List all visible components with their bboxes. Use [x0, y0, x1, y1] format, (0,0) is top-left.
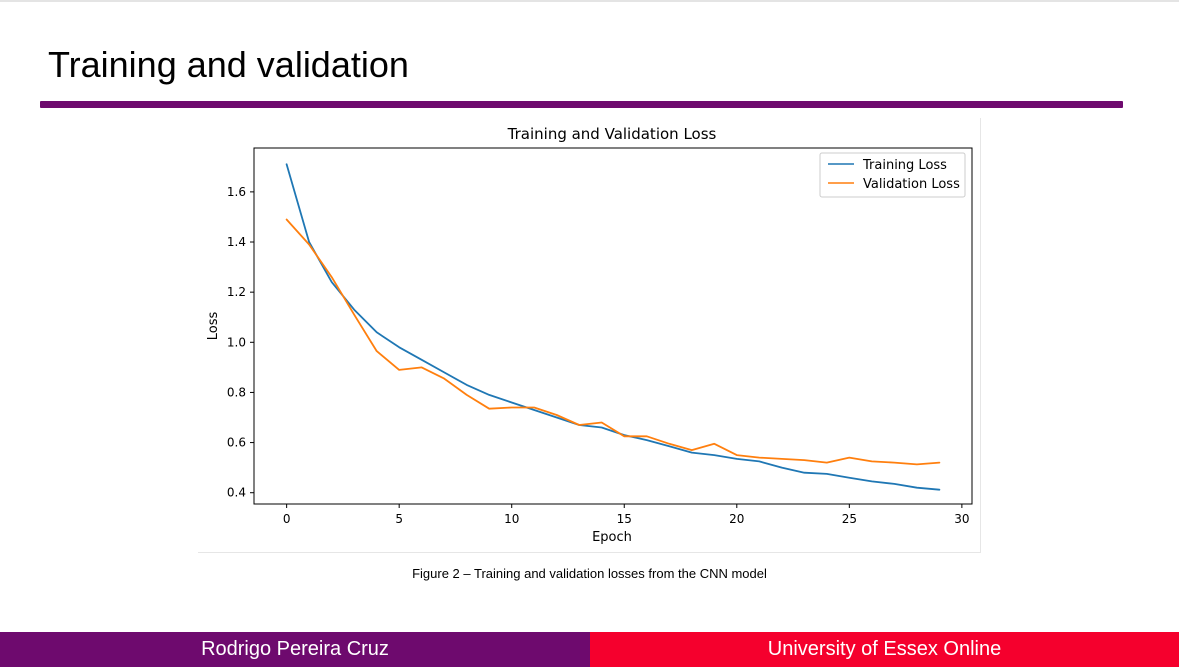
top-divider: [0, 0, 1179, 2]
y-tick-label: 0.6: [227, 436, 246, 450]
y-tick-label: 1.0: [227, 335, 246, 349]
x-tick-label: 10: [504, 512, 519, 526]
training-loss-line: [285, 163, 941, 491]
y-tick-label: 1.4: [227, 235, 246, 249]
footer-author: Rodrigo Pereira Cruz: [0, 632, 590, 667]
y-tick-label: 1.2: [227, 285, 246, 299]
x-tick-label: 0: [283, 512, 291, 526]
axes-layer: 0 5 10 15 20 25 30 0.4 0.6 0.8 1.0 1.2 1.4 1.6: [227, 147, 973, 526]
x-axis-label: Epoch: [592, 530, 632, 545]
y-tick-label: 0.4: [227, 486, 246, 500]
legend-box: [819, 152, 966, 198]
figure-caption: Figure 2 – Training and validation losse…: [412, 566, 767, 581]
title-underline: [40, 101, 1123, 108]
footer-institution: University of Essex Online: [590, 632, 1179, 667]
x-tick-label: 25: [842, 512, 857, 526]
validation-loss-line: [285, 218, 941, 466]
x-tick-label: 15: [617, 512, 632, 526]
legend-label-validation: Validation Loss: [863, 177, 960, 192]
x-tick-label: 30: [954, 512, 969, 526]
y-axis-label: Loss: [206, 312, 221, 341]
y-tick-label: 1.6: [227, 185, 246, 199]
chart-legend: Training Loss Validation Loss: [819, 152, 966, 198]
chart-figure: Training and Validation Loss 0 5 10 15 20 25 3…: [198, 118, 981, 553]
legend-label-training: Training Loss: [862, 158, 947, 173]
series-layer: [285, 163, 941, 491]
chart-title: Training and Validation Loss: [507, 125, 717, 143]
footer-bar: Rodrigo Pereira Cruz University of Essex…: [0, 632, 1179, 667]
x-tick-label: 5: [395, 512, 403, 526]
plot-frame: [253, 147, 973, 505]
x-tick-label: 20: [729, 512, 744, 526]
loss-chart: Training and Validation Loss 0 5 10 15 20 25 3…: [206, 125, 973, 545]
y-tick-label: 0.8: [227, 385, 246, 399]
slide-title: Training and validation: [48, 44, 409, 85]
